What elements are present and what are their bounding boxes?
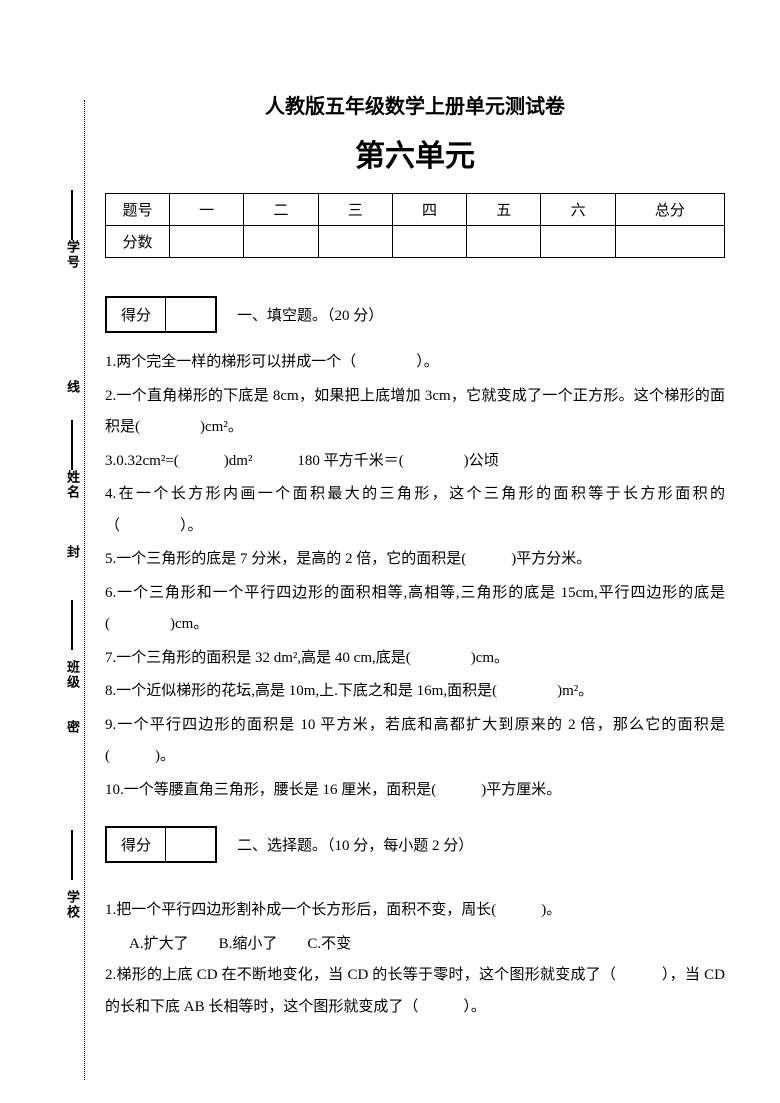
sidebar-label-feng: 封 <box>63 545 82 560</box>
main-content: 人教版五年级数学上册单元测试卷 第六单元 题号 一 二 三 四 五 六 总分 分… <box>105 90 725 1025</box>
question-1-3: 3.0.32cm²=( )dm² 180 平方千米＝( )公顷 <box>105 446 725 478</box>
question-2-1-options: A.扩大了 B.缩小了 C.不变 <box>105 929 725 961</box>
sidebar-label-xingming: 姓名 <box>63 470 82 500</box>
table-row: 分数 <box>106 226 725 258</box>
question-1-9: 9.一个平行四边形的面积是 10 平方米，若底和高都扩大到原来的 2 倍，那么它… <box>105 710 725 773</box>
table-header-cell: 一 <box>170 194 244 226</box>
sidebar-label-mi: 密 <box>63 720 82 735</box>
question-1-4: 4.在一个长方形内画一个面积最大的三角形，这个三角形的面积等于长方形面积的（ ）… <box>105 479 725 542</box>
score-box-blank <box>166 828 216 862</box>
score-box-blank <box>166 298 216 332</box>
page-title: 第六单元 <box>105 131 725 175</box>
table-cell <box>170 226 244 258</box>
binding-sidebar: 学号 线 姓名 封 班级 密 学校 <box>35 100 85 1080</box>
sidebar-label-xian: 线 <box>63 380 82 395</box>
score-box: 得分 <box>105 296 217 333</box>
question-2-2: 2.梯形的上底 CD 在不断地变化，当 CD 的长等于零时，这个图形就变成了（ … <box>105 960 725 1023</box>
table-cell <box>615 226 724 258</box>
table-header-cell: 二 <box>244 194 318 226</box>
table-header-cell: 题号 <box>106 194 170 226</box>
table-row: 题号 一 二 三 四 五 六 总分 <box>106 194 725 226</box>
question-2-1: 1.把一个平行四边形割补成一个长方形后，面积不变，周长( )。 <box>105 895 725 927</box>
table-cell <box>244 226 318 258</box>
table-cell <box>392 226 466 258</box>
table-header-cell: 五 <box>467 194 541 226</box>
table-header-cell: 三 <box>318 194 392 226</box>
table-header-cell: 六 <box>541 194 615 226</box>
section-1-title: 一、填空题。（20 分） <box>237 304 383 325</box>
sidebar-underline <box>71 830 73 880</box>
score-box-label: 得分 <box>107 298 166 332</box>
question-1-7: 7.一个三角形的面积是 32 dm²,高是 40 cm,底是( )cm。 <box>105 643 725 675</box>
question-1-1: 1.两个完全一样的梯形可以拼成一个（ ）。 <box>105 347 725 379</box>
sidebar-underline <box>71 600 73 650</box>
table-cell <box>541 226 615 258</box>
question-1-6: 6.一个三角形和一个平行四边形的面积相等,高相等,三角形的底是 15cm,平行四… <box>105 578 725 641</box>
score-summary-table: 题号 一 二 三 四 五 六 总分 分数 <box>105 193 725 258</box>
sidebar-underline <box>71 420 73 470</box>
section-2-title: 二、选择题。（10 分，每小题 2 分） <box>237 834 473 855</box>
question-1-8: 8.一个近似梯形的花坛,高是 10m,上.下底之和是 16m,面积是( )m²。 <box>105 676 725 708</box>
section-1-header: 得分 一、填空题。（20 分） <box>105 296 725 333</box>
score-box: 得分 <box>105 826 217 863</box>
table-cell: 分数 <box>106 226 170 258</box>
score-box-label: 得分 <box>107 828 166 862</box>
page-subtitle: 人教版五年级数学上册单元测试卷 <box>105 90 725 119</box>
question-1-5: 5.一个三角形的底是 7 分米，是高的 2 倍，它的面积是( )平方分米。 <box>105 544 725 576</box>
table-header-cell: 总分 <box>615 194 724 226</box>
table-header-cell: 四 <box>392 194 466 226</box>
table-cell <box>318 226 392 258</box>
question-1-2: 2.一个直角梯形的下底是 8cm，如果把上底增加 3cm，它就变成了一个正方形。… <box>105 381 725 444</box>
sidebar-underline <box>71 190 73 240</box>
sidebar-label-banji: 班级 <box>63 660 82 690</box>
question-1-10: 10.一个等腰直角三角形，腰长是 16 厘米，面积是( )平方厘米。 <box>105 775 725 807</box>
table-cell <box>467 226 541 258</box>
section-2-header: 得分 二、选择题。（10 分，每小题 2 分） <box>105 826 725 863</box>
sidebar-label-xuehao: 学号 <box>63 240 82 270</box>
sidebar-label-xuexiao: 学校 <box>63 890 82 920</box>
